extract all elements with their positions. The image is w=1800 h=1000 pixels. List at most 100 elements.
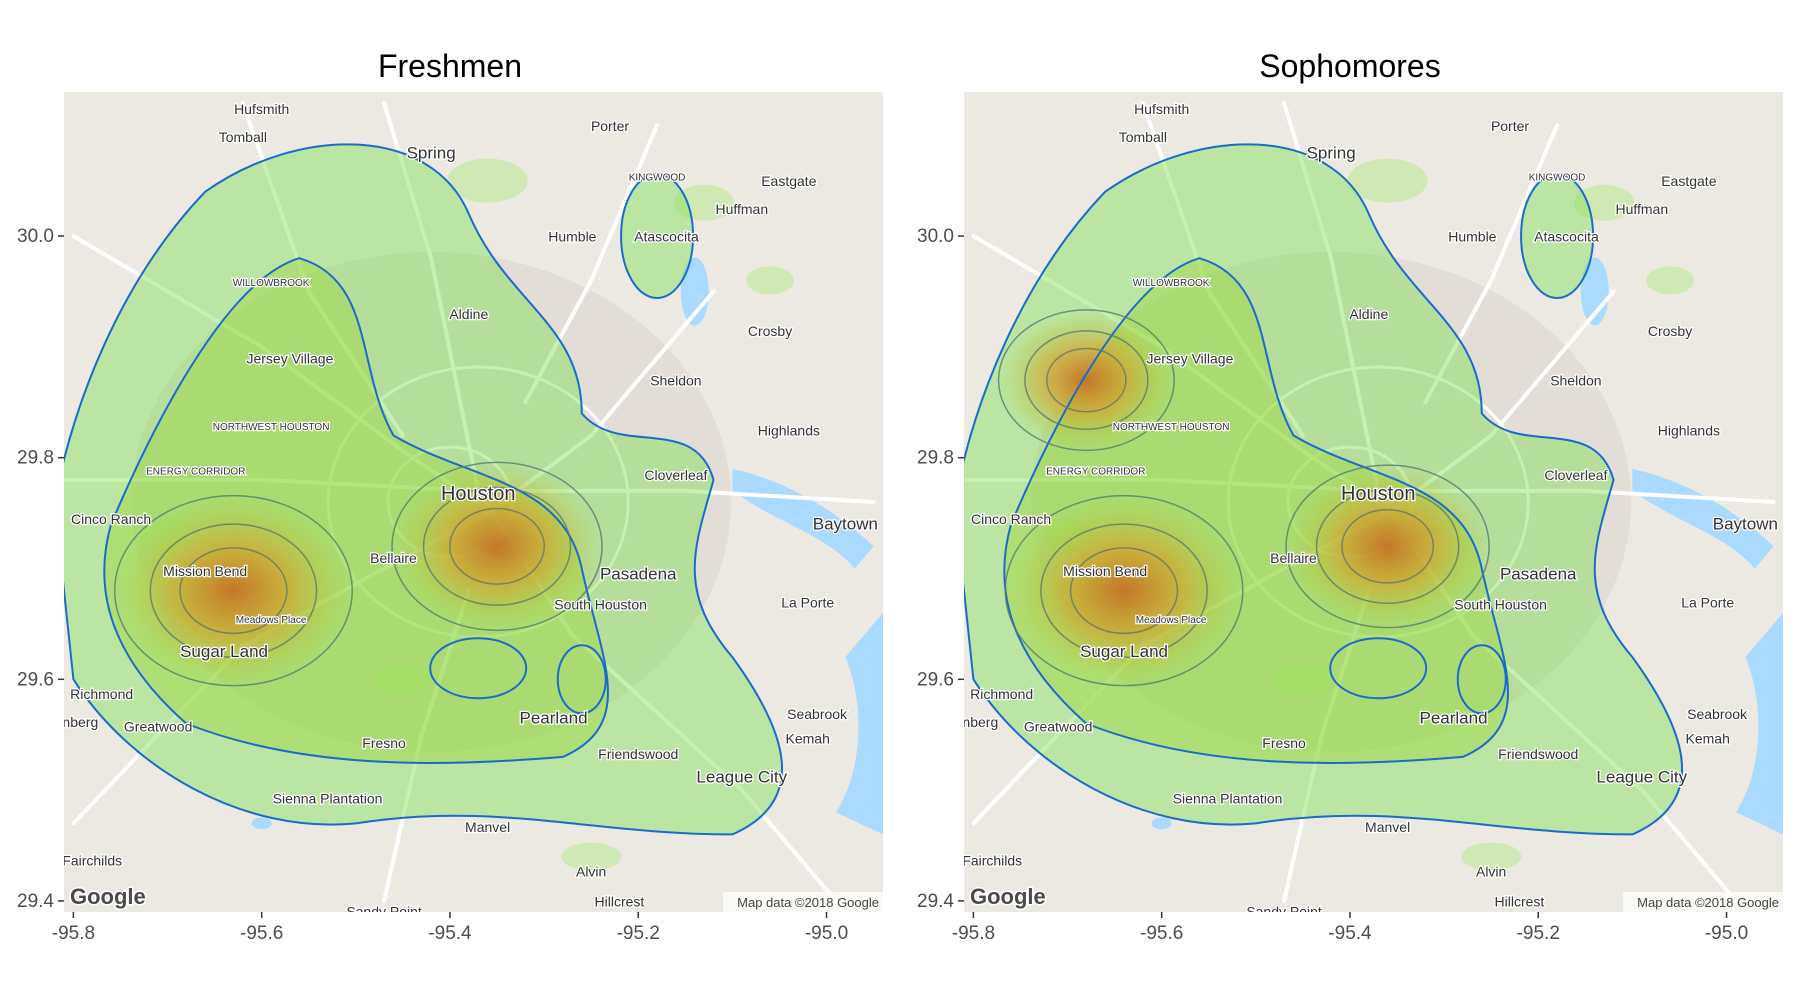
panel-title: Sophomores [1259, 48, 1441, 84]
place-label: Atascocita [634, 229, 699, 245]
density-contour [556, 644, 607, 715]
density-fill [1521, 174, 1594, 299]
place-label: Fairchilds [962, 852, 1022, 868]
place-label: Seabrook [1687, 706, 1748, 722]
place-label: Hufsmith [234, 101, 289, 117]
highway [382, 588, 471, 903]
place-label: Kemah [1686, 731, 1730, 747]
place-label: NORTHWEST HOUSTON [1113, 422, 1230, 433]
density-fill [621, 174, 694, 299]
place-label: Aldine [1349, 306, 1388, 322]
place-label: Friendswood [1498, 746, 1578, 762]
place-label: Crosby [1648, 323, 1692, 339]
highway [1140, 101, 1305, 438]
place-label: Meadows Place [1136, 615, 1207, 626]
google-logo: Google [70, 884, 146, 909]
place-label: Sandy Point [346, 903, 422, 919]
park-area [1646, 266, 1695, 295]
place-label: Tomball [1119, 129, 1167, 145]
density-contour [1520, 173, 1595, 300]
place-label: Jersey Village [1146, 350, 1233, 366]
place-label: Atascocita [1534, 229, 1599, 245]
place-label: Alvin [1476, 864, 1506, 880]
density-contour [1285, 464, 1490, 629]
density-contour [997, 309, 1175, 452]
place-label: NORTHWEST HOUSTON [213, 422, 330, 433]
place-label: Houston [1341, 483, 1416, 505]
place-label: Pearland [519, 709, 587, 728]
x-tick-label: -95.4 [428, 923, 472, 944]
place-label: ENERGY CORRIDOR [146, 466, 245, 477]
place-label: Rosenberg [930, 714, 999, 730]
density-contour [149, 523, 318, 658]
park-area [746, 266, 795, 295]
map-attribution: Map data ©2018 Google [1637, 895, 1779, 910]
place-label: Cinco Ranch [971, 511, 1051, 527]
park-area [1461, 842, 1522, 871]
place-label: WILLOWBROOK [233, 278, 310, 289]
density-contour [179, 547, 288, 635]
place-label: KINGWOOD [1529, 173, 1586, 184]
density-contour [429, 637, 528, 700]
place-label: Spring [407, 143, 456, 162]
place-label: Humble [1448, 229, 1496, 245]
density-contour [391, 461, 603, 632]
place-label: Rosenberg [30, 714, 99, 730]
ship-channel [1632, 468, 1774, 569]
place-label: Friendswood [598, 746, 678, 762]
y-tick-label: 29.8 [17, 448, 54, 469]
map-area: Hufsmith Tomball Porter Spring Eastgate KINGW… [30, 92, 883, 919]
freshmen-panel: Freshmen Hufsmith Tomball Porter Spring East… [0, 0, 900, 1000]
place-label: Aldine [449, 306, 488, 322]
google-logo: Google [970, 884, 1046, 909]
attribution-bg [723, 892, 883, 912]
place-label: Seabrook [787, 706, 848, 722]
density-contour [1046, 347, 1127, 413]
density-contour [1341, 509, 1435, 584]
y-tick-label: 30.0 [17, 226, 54, 247]
pond [251, 817, 272, 830]
place-label: La Porte [1681, 594, 1734, 610]
y-tick-label: 29.6 [917, 669, 954, 690]
place-label: Porter [591, 118, 629, 134]
x-tick-label: -95.0 [1705, 923, 1748, 944]
place-label: Sheldon [1550, 373, 1601, 389]
place-label: Houston [441, 483, 516, 505]
y-tick-label: 29.8 [917, 448, 954, 469]
place-label: Pearland [1419, 709, 1487, 728]
freshmen-density-map[interactable]: Hufsmith Tomball Porter Spring Eastgate KINGW… [0, 0, 900, 1000]
y-tick-label: 30.0 [917, 226, 954, 247]
density-contour [1456, 644, 1507, 715]
place-label: Meadows Place [236, 615, 307, 626]
place-label: Sugar Land [1080, 642, 1168, 661]
y-tick-label: 29.4 [17, 891, 54, 912]
x-tick-label: -95.2 [1517, 923, 1560, 944]
place-label: Fresno [1262, 735, 1306, 751]
park-area [1574, 184, 1635, 221]
density-contour [1069, 547, 1179, 635]
place-label: Richmond [70, 686, 133, 702]
density-contour [1040, 523, 1208, 658]
x-tick-label: -95.0 [805, 923, 848, 944]
place-label: Richmond [970, 686, 1033, 702]
place-label: ENERGY CORRIDOR [1046, 466, 1145, 477]
x-tick-label: -95.2 [617, 923, 660, 944]
sophomores-density-map[interactable]: Hufsmith Tomball Porter Spring Eastgate KINGW… [900, 0, 1800, 1000]
park-area [561, 842, 622, 871]
place-label: Tomball [219, 129, 267, 145]
place-label: Cloverleaf [1544, 467, 1607, 483]
place-label: Baytown [813, 515, 878, 534]
place-label: Porter [1491, 118, 1529, 134]
place-label: Jersey Village [246, 350, 333, 366]
place-label: League City [696, 767, 787, 786]
place-label: Kemah [786, 731, 830, 747]
place-label: South Houston [554, 596, 647, 612]
place-label: Highlands [1658, 423, 1720, 439]
place-label: Bellaire [370, 550, 417, 566]
place-label: Mission Bend [1063, 563, 1147, 579]
density-contour [113, 494, 353, 687]
panel-title: Freshmen [377, 48, 523, 84]
place-label: League City [1596, 767, 1687, 786]
place-label: Eastgate [1661, 173, 1716, 189]
park-area [1272, 663, 1333, 696]
